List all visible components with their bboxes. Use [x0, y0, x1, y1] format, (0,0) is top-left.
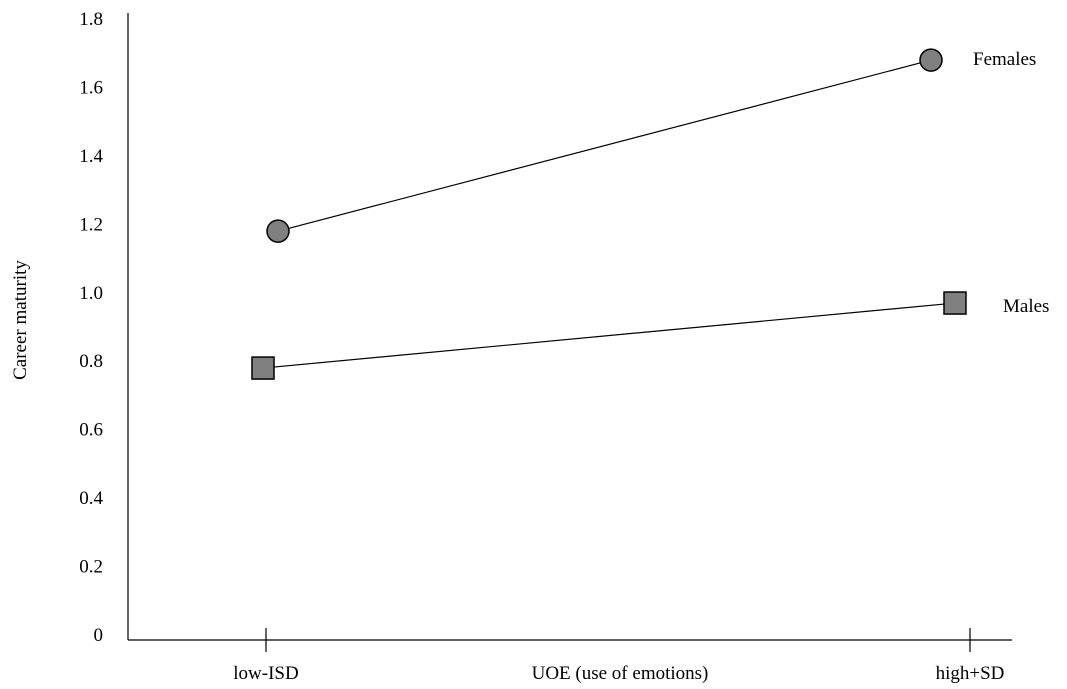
series-line-males — [262, 302, 956, 369]
series-label-males: Males — [1003, 296, 1049, 317]
data-point-females — [266, 219, 290, 243]
y-tick-label: 0.6 — [79, 420, 103, 441]
y-axis-ticks: 0 0.2 0.4 0.6 0.8 1.0 1.2 1.4 1.6 1.8 — [79, 9, 103, 646]
x-axis-label: UOE (use of emotions) — [532, 663, 709, 684]
series-line-females — [277, 59, 932, 232]
x-tick-label: high+SD — [936, 663, 1005, 684]
y-axis-label: Career maturity — [10, 260, 31, 380]
series-labels: Females Males — [973, 49, 1049, 317]
y-tick-label: 0 — [94, 625, 104, 646]
series-lines — [262, 59, 956, 369]
series-label-females: Females — [973, 49, 1036, 70]
y-tick-label: 1.6 — [79, 77, 103, 98]
x-tick-label: low-ISD — [233, 663, 298, 684]
data-point-males — [943, 291, 967, 315]
series-markers — [251, 48, 967, 380]
data-point-males — [251, 356, 275, 380]
axes — [127, 13, 1012, 641]
y-tick-label: 1.2 — [79, 214, 103, 235]
y-tick-label: 1.0 — [79, 283, 103, 304]
data-point-females — [919, 48, 943, 72]
y-tick-label: 0.8 — [79, 351, 103, 372]
x-axis-ticks: low-ISD high+SD — [233, 628, 1004, 684]
y-tick-label: 0.4 — [79, 488, 103, 509]
y-tick-label: 1.4 — [79, 146, 103, 167]
y-tick-label: 0.2 — [79, 557, 103, 578]
y-tick-label: 1.8 — [79, 9, 103, 30]
